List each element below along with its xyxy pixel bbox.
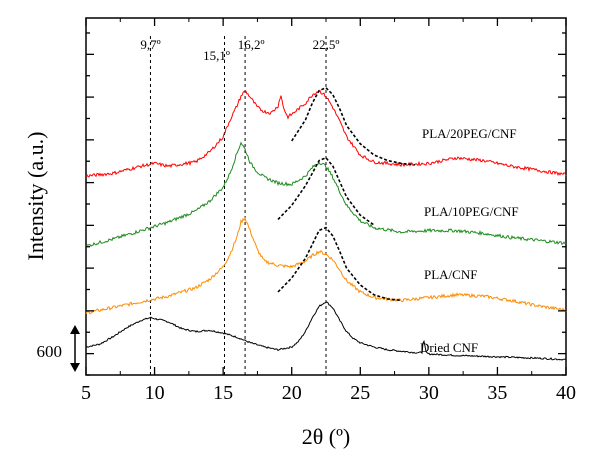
series-curve [85,89,567,178]
series-curve [85,301,567,361]
plot-frame [85,17,567,376]
fit-curve [291,86,416,166]
fit-curve [277,156,375,226]
x-tick-label: 10 [145,382,165,404]
x-tick-label: 40 [556,382,576,404]
peak-marker-label: 22,5º [313,37,340,52]
series-label: PLA/10PEG/CNF [424,204,519,219]
series-labels: Dried CNF PLA/CNF PLA/10PEG/CNF PLA/20PEG/C… [420,126,519,355]
x-tick-label: 15 [213,382,233,404]
intensity-scale-bar: 600 [37,325,80,372]
x-tick-label: 5 [81,382,91,404]
series-curve [85,141,567,248]
x-tick-label: 35 [487,382,507,404]
series-label: PLA/CNF [424,267,477,282]
peak-marker-label: 9,7º [140,37,160,52]
y-axis-title: Intensity (a.u.) [23,132,48,261]
series-curves [85,86,567,361]
fit-curve [277,226,402,302]
series-label: Dried CNF [420,340,478,355]
x-tick-label: 25 [350,382,370,404]
x-tick-label: 30 [419,382,439,404]
series-curve [85,216,567,315]
peak-marker-label: 15,1º [203,48,230,63]
scale-bar-label: 600 [37,342,63,361]
x-tick-label: 20 [282,382,302,404]
x-axis-ticks: 5 10 15 20 25 30 35 40 [81,18,576,404]
peak-markers: 9,7º 15,1º 16,2º 22,5º [140,36,339,375]
scale-bar-arrow-up-icon [70,325,80,334]
peak-marker-label: 16,2º [238,37,265,52]
y-axis-ticks [86,32,566,376]
x-axis-title: 2θ (º) [302,424,351,449]
series-label: PLA/20PEG/CNF [422,126,517,141]
scale-bar-arrow-down-icon [70,363,80,372]
